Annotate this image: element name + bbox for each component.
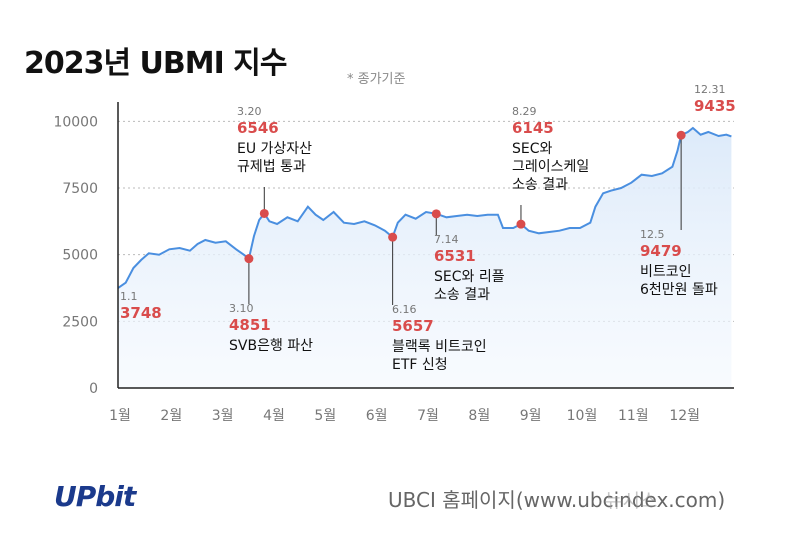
event-marker — [244, 254, 254, 264]
annotation-value: 6546 — [237, 119, 279, 137]
ubmi-chart: 0 2500 5000 7500 10000 1월 2월 3월 4월 5월 6월 7월 8월 9월 10월 1… — [53, 83, 736, 424]
annotation-value: 5657 — [392, 317, 434, 335]
upbit-logo: UPbit — [54, 480, 136, 513]
x-tick-label: 11월 — [618, 408, 649, 424]
annotation-date: 1.1 — [120, 290, 138, 303]
x-tick-label: 1월 — [109, 408, 131, 424]
annotation-value: 9479 — [640, 242, 682, 260]
x-tick-label: 5월 — [314, 408, 336, 424]
annotation-text: 6천만원 돌파 — [640, 282, 718, 298]
annotation-date: 12.31 — [694, 83, 726, 96]
annotation-value: 4851 — [229, 316, 271, 334]
chart-note: * 종가기준 — [347, 72, 406, 87]
annotation-text: ETF 신청 — [392, 357, 448, 373]
x-tick-label: 2월 — [160, 408, 182, 424]
series-line — [117, 126, 732, 289]
annotation-value: 6531 — [434, 247, 476, 265]
annotation-date: 3.10 — [229, 302, 254, 315]
annotation-date: 7.14 — [434, 233, 459, 246]
event-marker — [259, 208, 269, 218]
annotation-value: 3748 — [120, 304, 162, 322]
annotation-date: 6.16 — [392, 303, 417, 316]
chart-title: 2023년 UBMI 지수 — [24, 46, 287, 81]
annotation-value: 9435 — [694, 97, 736, 115]
x-tick-label: 8월 — [468, 408, 490, 424]
annotation-date: 3.20 — [237, 105, 262, 118]
event-marker — [516, 219, 526, 229]
annotation-date: 8.29 — [512, 105, 537, 118]
y-tick-label: 0 — [89, 381, 98, 397]
x-tick-label: 10월 — [567, 408, 598, 424]
y-tick-label: 5000 — [62, 248, 98, 264]
annotation-value: 6145 — [512, 119, 554, 137]
annotation-text: SVB은행 파산 — [229, 338, 313, 354]
watermark: 뉴시스 — [605, 490, 658, 512]
y-tick-label: 2500 — [62, 314, 98, 330]
annotation-text: 규제법 통과 — [237, 159, 306, 175]
x-tick-label: 12월 — [669, 408, 700, 424]
y-tick-label: 10000 — [53, 114, 98, 130]
x-tick-label: 4월 — [263, 408, 285, 424]
source-credit: UBCI 홈페이지(www.ubcindex.com) — [388, 488, 726, 512]
event-marker — [388, 232, 398, 242]
annotation-text: SEC와 리플 — [434, 269, 505, 285]
y-tick-label: 7500 — [62, 181, 98, 197]
annotation-text: EU 가상자산 — [237, 141, 312, 157]
annotation-text: 소송 결과 — [512, 177, 568, 193]
annotation-text: 소송 결과 — [434, 287, 490, 303]
annotation-text: 비트코인 — [640, 264, 692, 280]
annotation-text: 그레이스케일 — [512, 159, 589, 175]
x-tick-label: 9월 — [520, 408, 542, 424]
x-tick-label: 7월 — [417, 408, 439, 424]
annotation-date: 12.5 — [640, 228, 665, 241]
annotation-text: SEC와 — [512, 141, 553, 157]
event-marker — [431, 209, 441, 219]
x-tick-label: 3월 — [212, 408, 234, 424]
area-fill — [118, 128, 732, 388]
annotation-text: 블랙록 비트코인 — [392, 339, 487, 355]
event-marker — [676, 130, 686, 140]
x-tick-label: 6월 — [366, 408, 388, 424]
